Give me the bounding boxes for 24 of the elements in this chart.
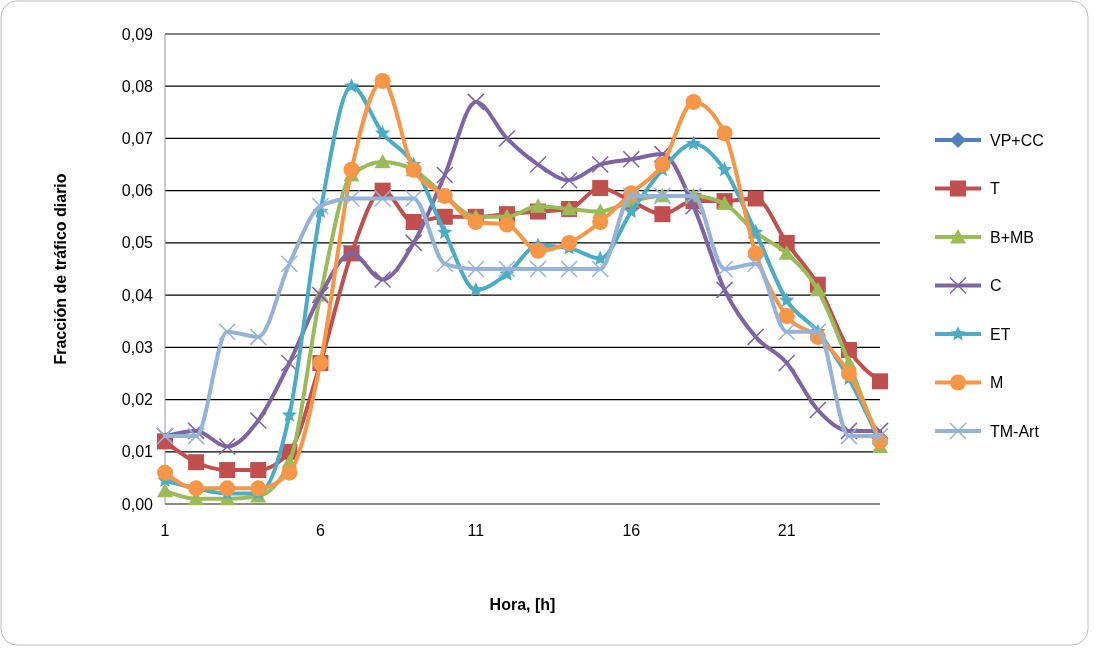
y-tick-label: 0,05 xyxy=(121,234,154,252)
x-tick-label: 1 xyxy=(160,522,170,539)
legend-label: C xyxy=(990,277,1002,295)
y-axis-title: Fracción de tráfico diario xyxy=(52,173,69,365)
legend-label: B+MB xyxy=(990,228,1035,246)
legend-label: VP+CC xyxy=(990,131,1044,149)
legend-label: TM-Art xyxy=(990,422,1040,440)
y-tick-label: 0,01 xyxy=(121,443,154,461)
y-tick-label: 0,06 xyxy=(121,182,154,200)
legend-label: ET xyxy=(990,325,1011,343)
y-tick-label: 0,00 xyxy=(121,495,154,513)
legend-label: M xyxy=(990,374,1004,392)
y-tick-label: 0,02 xyxy=(121,391,154,409)
x-tick-label: 6 xyxy=(315,522,325,539)
legend-label: T xyxy=(990,180,1000,198)
y-tick-label: 0,08 xyxy=(121,77,154,95)
y-tick-label: 0,04 xyxy=(121,286,154,304)
x-tick-label: 21 xyxy=(777,522,796,539)
x-axis-title: Hora, [h] xyxy=(489,596,556,613)
y-tick-label: 0,09 xyxy=(121,25,154,43)
x-tick-label: 11 xyxy=(467,522,485,539)
y-tick-label: 0,07 xyxy=(121,130,154,148)
y-tick-label: 0,03 xyxy=(121,338,154,356)
x-tick-label: 16 xyxy=(622,522,641,539)
